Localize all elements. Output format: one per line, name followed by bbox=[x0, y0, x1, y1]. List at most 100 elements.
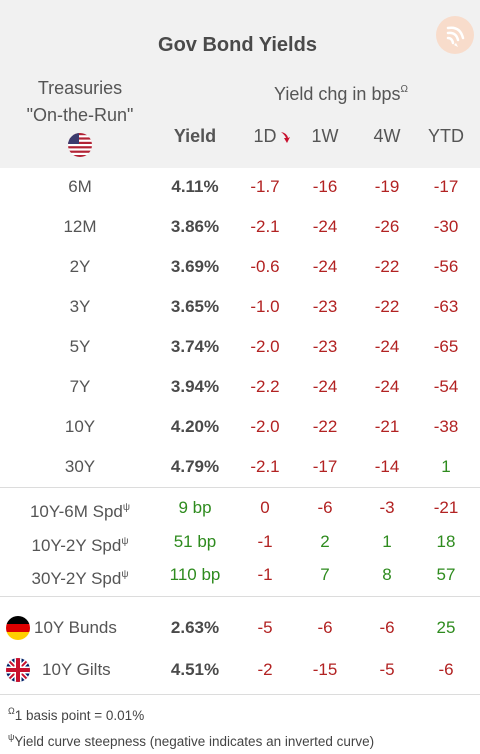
change-4w: 8 bbox=[382, 565, 392, 584]
change-4w: -3 bbox=[379, 498, 395, 517]
yield-value: 4.51% bbox=[170, 660, 220, 679]
change-4w: -21 bbox=[374, 417, 400, 436]
spread-label: 10Y-2Y Spdψ bbox=[31, 536, 129, 555]
1d-column-header[interactable]: 1D bbox=[253, 126, 277, 146]
yield-value: 3.74% bbox=[170, 337, 220, 356]
change-1w: -15 bbox=[312, 660, 338, 679]
change-1d: -1 bbox=[257, 565, 273, 584]
tenor-label: 6M bbox=[68, 177, 92, 196]
change-4w: -5 bbox=[379, 660, 395, 679]
spread-label: 10Y-6M Spdψ bbox=[29, 502, 131, 521]
yield-value: 4.79% bbox=[170, 457, 220, 476]
table-row: 7Y 3.94% -2.2 -24 -24 -54 bbox=[0, 367, 480, 407]
spread-value: 51 bp bbox=[173, 532, 217, 551]
section-divider bbox=[0, 596, 480, 597]
change-1w: -23 bbox=[312, 297, 338, 316]
yield-value: 2.63% bbox=[170, 618, 220, 637]
footnote-basis-point: Ω1 basis point = 0.01% bbox=[8, 706, 145, 723]
spread-value: 110 bp bbox=[169, 565, 221, 584]
spread-value: 9 bp bbox=[178, 498, 212, 517]
change-4w: -22 bbox=[374, 257, 400, 276]
change-1d: 0 bbox=[260, 498, 270, 517]
table-row: 10Y 4.20% -2.0 -22 -21 -38 bbox=[0, 407, 480, 447]
change-1w: -16 bbox=[312, 177, 338, 196]
change-1w: -6 bbox=[317, 618, 333, 637]
change-1d: -2.1 bbox=[250, 457, 280, 476]
treasuries-heading: Treasuries bbox=[37, 78, 123, 98]
spread-row: 30Y-2Y Spdψ 110 bp -1 7 8 57 bbox=[0, 558, 480, 592]
table-row: 30Y 4.79% -2.1 -17 -14 1 bbox=[0, 447, 480, 487]
change-ytd: 57 bbox=[436, 565, 456, 584]
brand-logo-icon bbox=[436, 16, 474, 54]
change-ytd: -54 bbox=[433, 377, 459, 396]
1w-column-header[interactable]: 1W bbox=[311, 126, 339, 146]
yield-value: 3.86% bbox=[170, 217, 220, 236]
page-title: Gov Bond Yields bbox=[158, 34, 317, 56]
table-row: 2Y 3.69% -0.6 -24 -22 -56 bbox=[0, 247, 480, 287]
spread-row: 10Y-6M Spdψ 9 bp 0 -6 -3 -21 bbox=[0, 491, 480, 525]
change-4w: -14 bbox=[374, 457, 400, 476]
table-row: 6M 4.11% -1.7 -16 -19 -17 bbox=[0, 167, 480, 207]
tenor-label: 2Y bbox=[69, 257, 91, 276]
change-1w: 2 bbox=[320, 532, 330, 551]
change-4w: -19 bbox=[374, 177, 400, 196]
change-ytd: -21 bbox=[433, 498, 459, 517]
change-4w: -6 bbox=[379, 618, 395, 637]
sort-down-arrow-icon[interactable] bbox=[279, 130, 293, 148]
change-4w: -24 bbox=[374, 337, 400, 356]
us-flag-icon bbox=[68, 133, 92, 157]
change-1d: -0.6 bbox=[250, 257, 280, 276]
on-the-run-subheading: "On-the-Run" bbox=[26, 105, 134, 125]
yield-value: 3.65% bbox=[170, 297, 220, 316]
change-1w: 7 bbox=[320, 565, 330, 584]
uk-flag-icon bbox=[6, 658, 30, 682]
change-ytd: -17 bbox=[433, 177, 459, 196]
change-1w: -22 bbox=[312, 417, 338, 436]
change-1w: -24 bbox=[312, 217, 338, 236]
change-1w: -6 bbox=[317, 498, 333, 517]
spread-label: 30Y-2Y Spdψ bbox=[31, 569, 129, 588]
change-ytd: -38 bbox=[433, 417, 459, 436]
table-header: Gov Bond Yields Treasuries "On-the-Run" … bbox=[0, 0, 480, 168]
germany-flag-icon bbox=[6, 616, 30, 640]
change-ytd: -6 bbox=[438, 660, 454, 679]
ytd-column-header[interactable]: YTD bbox=[428, 126, 464, 146]
yield-value: 3.94% bbox=[170, 377, 220, 396]
change-1d: -2.0 bbox=[250, 337, 280, 356]
table-row: 3Y 3.65% -1.0 -23 -22 -63 bbox=[0, 287, 480, 327]
change-ytd: -65 bbox=[433, 337, 459, 356]
bond-label: 10Y Bunds bbox=[34, 618, 117, 637]
change-ytd: -30 bbox=[433, 217, 459, 236]
change-ytd: 1 bbox=[441, 457, 451, 476]
change-1d: -2.2 bbox=[250, 377, 280, 396]
table-row: 5Y 3.74% -2.0 -23 -24 -65 bbox=[0, 327, 480, 367]
change-4w: -26 bbox=[374, 217, 400, 236]
footnote-curve-steepness: ψYield curve steepness (negative indicat… bbox=[8, 732, 375, 749]
change-1d: -1 bbox=[257, 532, 273, 551]
4w-column-header[interactable]: 4W bbox=[373, 126, 401, 146]
change-1w: -17 bbox=[312, 457, 338, 476]
change-4w: -22 bbox=[374, 297, 400, 316]
foreign-row: 10Y Bunds 2.63% -5 -6 -6 25 bbox=[0, 608, 480, 648]
tenor-label: 30Y bbox=[64, 457, 96, 476]
change-1d: -1.0 bbox=[250, 297, 280, 316]
change-1w: -24 bbox=[312, 377, 338, 396]
yield-column-header[interactable]: Yield bbox=[173, 126, 217, 146]
change-4w: 1 bbox=[382, 532, 392, 551]
change-ytd: 18 bbox=[436, 532, 456, 551]
change-ytd: -63 bbox=[433, 297, 459, 316]
tenor-label: 5Y bbox=[69, 337, 91, 356]
change-4w: -24 bbox=[374, 377, 400, 396]
change-1d: -5 bbox=[257, 618, 273, 637]
tenor-label: 7Y bbox=[69, 377, 91, 396]
change-1d: -2.1 bbox=[250, 217, 280, 236]
change-ytd: -56 bbox=[433, 257, 459, 276]
change-1w: -24 bbox=[312, 257, 338, 276]
section-divider bbox=[0, 487, 480, 488]
foreign-row: 10Y Gilts 4.51% -2 -15 -5 -6 bbox=[0, 650, 480, 690]
change-1d: -2 bbox=[257, 660, 273, 679]
tenor-label: 10Y bbox=[64, 417, 96, 436]
yield-value: 3.69% bbox=[170, 257, 220, 276]
yield-value: 4.20% bbox=[170, 417, 220, 436]
tenor-label: 3Y bbox=[69, 297, 91, 316]
